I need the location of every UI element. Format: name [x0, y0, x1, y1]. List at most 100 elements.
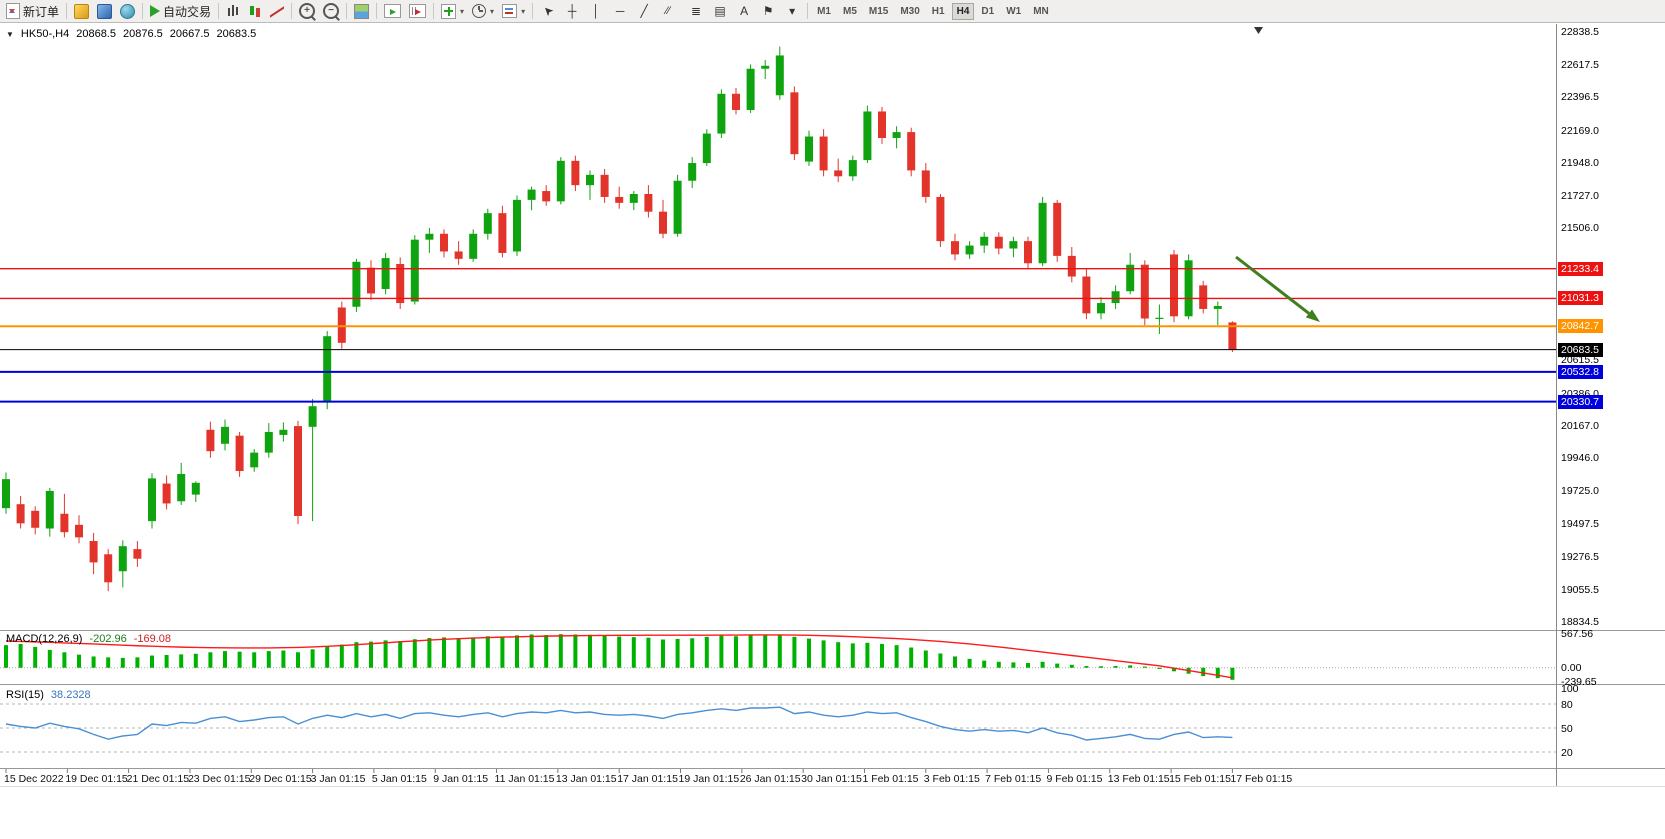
timeframe-m1-button[interactable]: M1 — [812, 3, 836, 20]
chart-shift-button[interactable] — [405, 1, 430, 21]
chevron-down-icon: ▾ — [460, 6, 465, 16]
indicators-button[interactable]: ▾ — [437, 1, 468, 21]
macd-main-value: -202.96 — [89, 633, 127, 645]
timeframe-m15-button[interactable]: M15 — [864, 3, 893, 20]
timeframe-m5-button[interactable]: M5 — [838, 3, 862, 20]
toolbar-group: + − — [295, 0, 343, 22]
tile-windows-button[interactable] — [350, 1, 373, 21]
toolbar-group — [350, 0, 373, 22]
timeframe-toolbar: M1 M5 M15 M30 H1 H4 D1 W1 MN — [811, 0, 1055, 22]
timeframe-m30-button[interactable]: M30 — [895, 3, 924, 20]
bar-chart-button[interactable] — [222, 1, 244, 21]
toolbar-separator — [291, 3, 293, 19]
community-button[interactable] — [116, 1, 139, 21]
toolbar-separator — [376, 3, 378, 19]
cursor-tool-button[interactable]: ➤ — [536, 1, 560, 21]
chart-legend: ▼ HK50-,H4 20868.5 20876.5 20667.5 20683… — [6, 28, 256, 40]
shapes-tool-button[interactable]: ▤ — [708, 1, 732, 21]
date-axis-label: 11 Jan 01:15 — [494, 773, 555, 785]
chart-canvas[interactable] — [0, 0, 1556, 786]
one-click-panel-toggle-icon[interactable]: ▼ — [6, 29, 14, 39]
timeframe-d1-button[interactable]: D1 — [976, 3, 999, 20]
toolbar-separator — [346, 3, 348, 19]
arrow-label-icon: ⚑ — [762, 4, 774, 18]
rsi-axis-label: 100 — [1561, 683, 1579, 695]
hlines-layer — [0, 267, 1556, 403]
price-axis-tick: 22838.5 — [1561, 26, 1599, 39]
toolbar-group — [70, 0, 139, 22]
date-axis-label: 17 Feb 01:15 — [1230, 773, 1293, 785]
timeframe-mn-button[interactable]: MN — [1028, 3, 1054, 20]
new-order-button[interactable]: 新订单 — [2, 1, 63, 21]
arrows-tool-button[interactable]: ⚑ — [756, 1, 780, 21]
macd-axis-label: 0.00 — [1561, 661, 1582, 674]
vertical-line-tool-button[interactable]: │ — [584, 1, 608, 21]
new-order-button-label: 新订单 — [23, 4, 60, 19]
price-axis[interactable]: 22838.5 22617.5 22396.5 22169.0 21948.0 21727… — [1558, 0, 1664, 786]
fibonacci-tool-button[interactable]: ≣ — [684, 1, 708, 21]
toolbar-group: 新订单 — [2, 0, 63, 22]
toolbar-separator — [66, 3, 68, 19]
macd-panel-separator[interactable] — [0, 630, 1665, 631]
crosshair-tool-button[interactable]: ┼ — [560, 1, 584, 21]
market-button[interactable] — [93, 1, 116, 21]
candlestick-chart-button[interactable] — [244, 1, 266, 21]
macd-signal-value: -169.08 — [133, 633, 172, 645]
date-axis-label: 5 Jan 01:15 — [371, 773, 427, 785]
templates-button[interactable]: ▾ — [498, 1, 529, 21]
price-axis-tick: 21506.0 — [1561, 222, 1599, 235]
text-tool-button[interactable]: A — [732, 1, 756, 21]
price-axis-tick: 19276.5 — [1561, 551, 1599, 564]
trendline-tool-button[interactable]: ╱ — [632, 1, 656, 21]
toolbar-separator — [218, 3, 220, 19]
date-axis-label: 1 Feb 01:15 — [862, 773, 919, 785]
metaeditor-button[interactable] — [70, 1, 93, 21]
auto-scroll-button[interactable] — [380, 1, 405, 21]
timeframe-h1-button[interactable]: H1 — [927, 3, 950, 20]
price-line-label: 21233.4 — [1558, 261, 1603, 276]
zoom-in-icon: + — [299, 3, 316, 19]
autotrading-button[interactable]: 自动交易 — [146, 1, 215, 21]
line-tools-more-button[interactable]: ▾ — [780, 1, 804, 21]
toolbar-group: 自动交易 — [146, 0, 215, 22]
date-axis-label: 19 Jan 01:15 — [678, 773, 740, 785]
indicators-icon — [441, 3, 457, 19]
rsi-value: 38.2328 — [50, 689, 91, 701]
text-icon: A — [740, 4, 749, 18]
price-line-label: 20683.5 — [1558, 342, 1603, 357]
candlestick-icon — [248, 4, 262, 18]
rsi-axis-label: 50 — [1561, 723, 1573, 735]
zoom-out-button[interactable]: − — [319, 1, 343, 21]
bar-chart-icon — [226, 4, 241, 18]
toolbar-group: ➤ ┼ │ ─ ╱ ∕∕ ≣ ▤ A ⚑ ▾ — [536, 0, 804, 22]
time-axis[interactable]: 15 Dec 2022 19 Dec 01:15 21 Dec 01:15 23 De… — [0, 769, 1556, 786]
horizontal-line-tool-button[interactable]: ─ — [608, 1, 632, 21]
price-axis-tick: 19055.5 — [1561, 583, 1599, 596]
date-axis-label: 15 Feb 01:15 — [1169, 773, 1231, 785]
macd-label: MACD(12,26,9) — [6, 633, 83, 645]
periods-button[interactable]: ▾ — [468, 1, 498, 21]
clock-icon — [472, 4, 487, 18]
channel-tool-button[interactable]: ∕∕ — [656, 1, 684, 21]
date-axis-label: 17 Jan 01:15 — [617, 773, 678, 785]
chevron-down-icon: ▾ — [521, 6, 526, 16]
rsi-panel — [0, 703, 1556, 753]
horizontal-line-icon: ─ — [615, 4, 625, 18]
date-axis-label: 21 Dec 01:15 — [126, 773, 190, 785]
timeframe-w1-button[interactable]: W1 — [1001, 3, 1026, 20]
price-axis-tick: 18834.5 — [1561, 616, 1599, 629]
zoom-in-button[interactable]: + — [295, 1, 319, 21]
date-axis-label: 30 Jan 01:15 — [801, 773, 862, 785]
price-axis-tick: 19725.0 — [1561, 484, 1599, 497]
price-axis-tick: 21727.0 — [1561, 189, 1599, 202]
community-icon — [120, 3, 136, 19]
vertical-line-icon: │ — [592, 4, 600, 18]
price-axis-separator — [1556, 24, 1557, 786]
zoom-out-icon: − — [323, 3, 340, 19]
line-chart-button[interactable] — [266, 1, 288, 21]
timeframe-h4-button[interactable]: H4 — [951, 2, 975, 20]
rsi-label: RSI(15) — [6, 689, 44, 701]
crosshair-icon: ┼ — [567, 4, 577, 18]
rsi-panel-separator[interactable] — [0, 684, 1665, 685]
date-axis-label: 3 Feb 01:15 — [923, 773, 980, 785]
